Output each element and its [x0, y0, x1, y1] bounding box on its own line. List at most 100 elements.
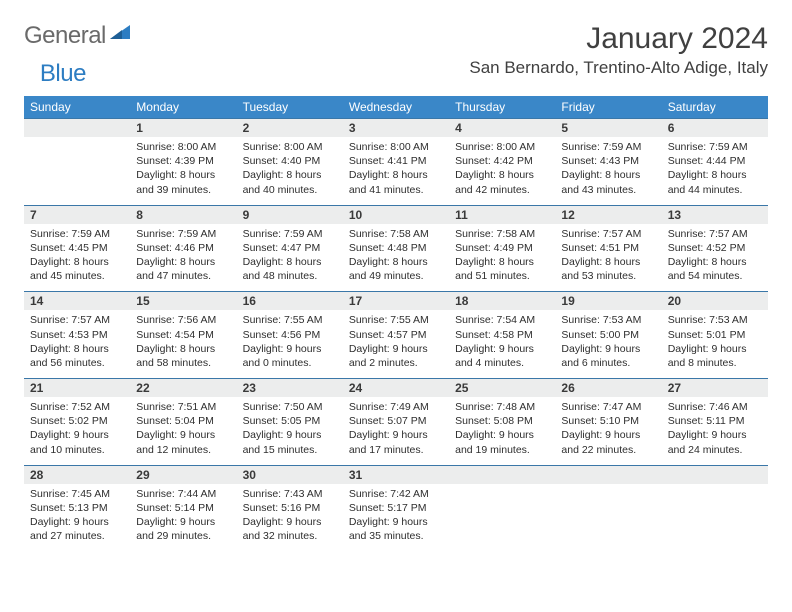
day-number: 14 — [24, 292, 130, 311]
day-details — [555, 484, 661, 552]
daylight-text: Daylight: 9 hours and 12 minutes. — [136, 428, 230, 456]
daylight-text: Daylight: 8 hours and 48 minutes. — [243, 255, 337, 283]
day-number: 24 — [343, 379, 449, 398]
day-number: 15 — [130, 292, 236, 311]
day-details: Sunrise: 7:47 AMSunset: 5:10 PMDaylight:… — [555, 397, 661, 465]
day-number: 26 — [555, 379, 661, 398]
daylight-text: Daylight: 8 hours and 39 minutes. — [136, 168, 230, 196]
daylight-text: Daylight: 8 hours and 47 minutes. — [136, 255, 230, 283]
day-details: Sunrise: 7:48 AMSunset: 5:08 PMDaylight:… — [449, 397, 555, 465]
sunset-text: Sunset: 4:42 PM — [455, 154, 549, 168]
sunrise-text: Sunrise: 7:48 AM — [455, 400, 549, 414]
daylight-text: Daylight: 9 hours and 0 minutes. — [243, 342, 337, 370]
daylight-text: Daylight: 9 hours and 32 minutes. — [243, 515, 337, 543]
day-number: 13 — [662, 205, 768, 224]
sunrise-text: Sunrise: 7:49 AM — [349, 400, 443, 414]
sunrise-text: Sunrise: 8:00 AM — [136, 140, 230, 154]
daylight-text: Daylight: 9 hours and 19 minutes. — [455, 428, 549, 456]
day-number — [24, 119, 130, 138]
sunset-text: Sunset: 5:11 PM — [668, 414, 762, 428]
daylight-text: Daylight: 8 hours and 51 minutes. — [455, 255, 549, 283]
sunset-text: Sunset: 4:41 PM — [349, 154, 443, 168]
sunset-text: Sunset: 4:39 PM — [136, 154, 230, 168]
month-title: January 2024 — [469, 22, 768, 56]
day-details: Sunrise: 7:54 AMSunset: 4:58 PMDaylight:… — [449, 310, 555, 378]
sunrise-text: Sunrise: 7:50 AM — [243, 400, 337, 414]
week-daynum-row: 28293031 — [24, 465, 768, 484]
day-details: Sunrise: 7:56 AMSunset: 4:54 PMDaylight:… — [130, 310, 236, 378]
logo-text-blue: Blue — [40, 60, 86, 88]
day-details: Sunrise: 7:59 AMSunset: 4:44 PMDaylight:… — [662, 137, 768, 205]
day-number: 31 — [343, 465, 449, 484]
sunset-text: Sunset: 4:54 PM — [136, 328, 230, 342]
daylight-text: Daylight: 8 hours and 45 minutes. — [30, 255, 124, 283]
daylight-text: Daylight: 8 hours and 54 minutes. — [668, 255, 762, 283]
day-number: 19 — [555, 292, 661, 311]
sunrise-text: Sunrise: 7:57 AM — [668, 227, 762, 241]
day-number: 7 — [24, 205, 130, 224]
day-details: Sunrise: 7:46 AMSunset: 5:11 PMDaylight:… — [662, 397, 768, 465]
day-number: 11 — [449, 205, 555, 224]
daylight-text: Daylight: 8 hours and 56 minutes. — [30, 342, 124, 370]
sunrise-text: Sunrise: 7:51 AM — [136, 400, 230, 414]
day-number: 6 — [662, 119, 768, 138]
day-details: Sunrise: 7:57 AMSunset: 4:53 PMDaylight:… — [24, 310, 130, 378]
sunrise-text: Sunrise: 7:53 AM — [561, 313, 655, 327]
logo-triangle-icon — [110, 22, 132, 50]
location-subtitle: San Bernardo, Trentino-Alto Adige, Italy — [469, 58, 768, 78]
day-details: Sunrise: 7:58 AMSunset: 4:49 PMDaylight:… — [449, 224, 555, 292]
sunrise-text: Sunrise: 7:59 AM — [136, 227, 230, 241]
day-details: Sunrise: 7:53 AMSunset: 5:01 PMDaylight:… — [662, 310, 768, 378]
sunrise-text: Sunrise: 7:53 AM — [668, 313, 762, 327]
day-details: Sunrise: 7:59 AMSunset: 4:45 PMDaylight:… — [24, 224, 130, 292]
sunrise-text: Sunrise: 7:44 AM — [136, 487, 230, 501]
day-details: Sunrise: 8:00 AMSunset: 4:40 PMDaylight:… — [237, 137, 343, 205]
sunset-text: Sunset: 4:51 PM — [561, 241, 655, 255]
sunrise-text: Sunrise: 7:43 AM — [243, 487, 337, 501]
sunset-text: Sunset: 5:10 PM — [561, 414, 655, 428]
logo: General — [24, 22, 134, 50]
sunset-text: Sunset: 5:01 PM — [668, 328, 762, 342]
sunset-text: Sunset: 5:04 PM — [136, 414, 230, 428]
sunrise-text: Sunrise: 7:59 AM — [561, 140, 655, 154]
sunrise-text: Sunrise: 8:00 AM — [243, 140, 337, 154]
day-details: Sunrise: 7:53 AMSunset: 5:00 PMDaylight:… — [555, 310, 661, 378]
sunset-text: Sunset: 4:47 PM — [243, 241, 337, 255]
week-daytext-row: Sunrise: 7:45 AMSunset: 5:13 PMDaylight:… — [24, 484, 768, 552]
sunset-text: Sunset: 4:40 PM — [243, 154, 337, 168]
dow-wednesday: Wednesday — [343, 96, 449, 119]
sunrise-text: Sunrise: 7:57 AM — [30, 313, 124, 327]
sunset-text: Sunset: 4:53 PM — [30, 328, 124, 342]
day-details: Sunrise: 7:58 AMSunset: 4:48 PMDaylight:… — [343, 224, 449, 292]
day-details: Sunrise: 8:00 AMSunset: 4:42 PMDaylight:… — [449, 137, 555, 205]
daylight-text: Daylight: 8 hours and 44 minutes. — [668, 168, 762, 196]
day-number: 29 — [130, 465, 236, 484]
day-details: Sunrise: 7:44 AMSunset: 5:14 PMDaylight:… — [130, 484, 236, 552]
sunrise-text: Sunrise: 7:59 AM — [668, 140, 762, 154]
day-number: 17 — [343, 292, 449, 311]
sunrise-text: Sunrise: 7:58 AM — [349, 227, 443, 241]
sunset-text: Sunset: 5:07 PM — [349, 414, 443, 428]
sunset-text: Sunset: 5:02 PM — [30, 414, 124, 428]
daylight-text: Daylight: 9 hours and 17 minutes. — [349, 428, 443, 456]
daylight-text: Daylight: 8 hours and 49 minutes. — [349, 255, 443, 283]
week-daynum-row: 14151617181920 — [24, 292, 768, 311]
day-details: Sunrise: 7:43 AMSunset: 5:16 PMDaylight:… — [237, 484, 343, 552]
day-number — [555, 465, 661, 484]
day-number: 1 — [130, 119, 236, 138]
daylight-text: Daylight: 9 hours and 29 minutes. — [136, 515, 230, 543]
daylight-text: Daylight: 9 hours and 15 minutes. — [243, 428, 337, 456]
day-details: Sunrise: 8:00 AMSunset: 4:39 PMDaylight:… — [130, 137, 236, 205]
day-details: Sunrise: 7:51 AMSunset: 5:04 PMDaylight:… — [130, 397, 236, 465]
sunset-text: Sunset: 5:00 PM — [561, 328, 655, 342]
week-daynum-row: 123456 — [24, 119, 768, 138]
day-number: 9 — [237, 205, 343, 224]
day-details: Sunrise: 7:50 AMSunset: 5:05 PMDaylight:… — [237, 397, 343, 465]
sunset-text: Sunset: 4:52 PM — [668, 241, 762, 255]
day-number: 22 — [130, 379, 236, 398]
dow-monday: Monday — [130, 96, 236, 119]
day-number: 3 — [343, 119, 449, 138]
sunset-text: Sunset: 4:46 PM — [136, 241, 230, 255]
day-details — [662, 484, 768, 552]
daylight-text: Daylight: 8 hours and 58 minutes. — [136, 342, 230, 370]
